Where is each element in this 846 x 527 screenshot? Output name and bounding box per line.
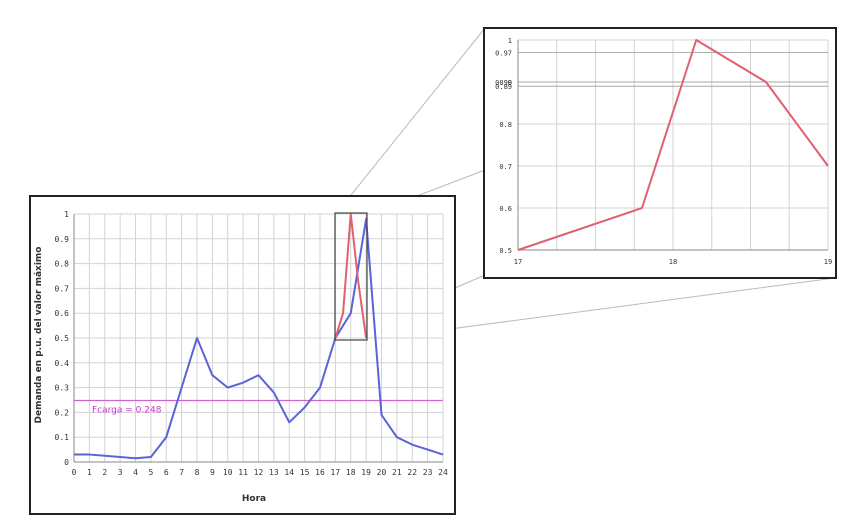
y-tick-label: 1 (64, 210, 69, 219)
x-tick-label: 4 (133, 468, 138, 477)
x-tick-label: 16 (315, 468, 325, 477)
x-tick-label: 10 (223, 468, 233, 477)
x-tick-label: 15 (300, 468, 310, 477)
x-tick-label: 12 (254, 468, 264, 477)
x-tick-label: 5 (148, 468, 153, 477)
zoom-x-tick-label: 18 (669, 258, 677, 266)
x-tick-label: 20 (377, 468, 387, 477)
y-tick-label: 0 (64, 458, 69, 467)
zoom-y-tick-label: 0.6 (499, 205, 512, 213)
x-tick-label: 13 (269, 468, 279, 477)
main-ticks: 0 1 2 3 4 5 6 7 8 9 10 11 12 13 14 15 16 17 18 19 20 21 22 23 24… (55, 210, 448, 477)
y-tick-label: 0.8 (55, 260, 70, 269)
load-factor-annotation: Fcarga = 0.248 (74, 399, 443, 415)
x-tick-label: 23 (423, 468, 433, 477)
y-tick-label: 0.6 (55, 309, 70, 318)
zoom-box (334, 212, 368, 341)
zoom-y-tick-label: 0.9 (499, 79, 512, 87)
main-chart-frame (29, 195, 456, 515)
x-axis-label: Hora (242, 494, 266, 504)
x-tick-label: 3 (118, 468, 123, 477)
y-axis-label: Demanda en p.u. del valor máximo (34, 247, 44, 424)
load-factor-label: Fcarga = 0.248 (92, 405, 162, 415)
x-tick-label: 6 (164, 468, 169, 477)
x-tick-label: 18 (346, 468, 356, 477)
y-tick-label: 0.5 (55, 334, 70, 343)
zoom-ref-tick-label: 0.90 (495, 79, 512, 87)
zoom-x-tick-label: 17 (514, 258, 522, 266)
x-tick-label: 9 (210, 468, 215, 477)
x-tick-label: 0 (72, 468, 77, 477)
x-tick-label: 14 (284, 468, 294, 477)
y-tick-label: 0.1 (55, 433, 70, 442)
y-tick-label: 0.7 (55, 284, 70, 293)
series-line-1 (334, 213, 368, 339)
zoom-grid (517, 39, 829, 251)
series-line-0 (74, 217, 444, 460)
x-tick-label: 2 (102, 468, 107, 477)
x-tick-label: 24 (438, 468, 448, 477)
x-tick-label: 7 (179, 468, 184, 477)
x-tick-label: 19 (361, 468, 371, 477)
zoom-y-tick-label: 0.7 (499, 163, 512, 171)
zoom-series-line-0 (517, 39, 829, 251)
x-tick-label: 8 (195, 468, 200, 477)
y-tick-label: 0.4 (55, 359, 70, 368)
zoom-series (517, 39, 829, 251)
y-tick-label: 0.3 (55, 384, 70, 393)
x-tick-label: 11 (238, 468, 248, 477)
zoom-ref-tick-label: 0.97 (495, 50, 512, 58)
zoom-y-tick-label: 1 (508, 37, 512, 45)
zoom-ref-tick-label: 0.89 (495, 83, 512, 91)
x-tick-label: 1 (87, 468, 92, 477)
zoom-x-tick-label: 19 (824, 258, 832, 266)
zoom-ticks: 0.5 0.6 0.7 0.8 0.9 1 0.97 0.900.89 17 18 19 (495, 37, 832, 266)
zoom-connector-top-left (334, 27, 486, 216)
main-series (74, 213, 444, 460)
y-tick-label: 0.2 (55, 408, 70, 417)
zoom-y-tick-label: 0.8 (499, 121, 512, 129)
main-grid (73, 213, 444, 463)
zoom-y-tick-label: 0.5 (499, 247, 512, 255)
y-tick-label: 0.9 (55, 235, 70, 244)
x-tick-label: 22 (407, 468, 417, 477)
x-tick-label: 21 (392, 468, 402, 477)
x-tick-label: 17 (331, 468, 341, 477)
